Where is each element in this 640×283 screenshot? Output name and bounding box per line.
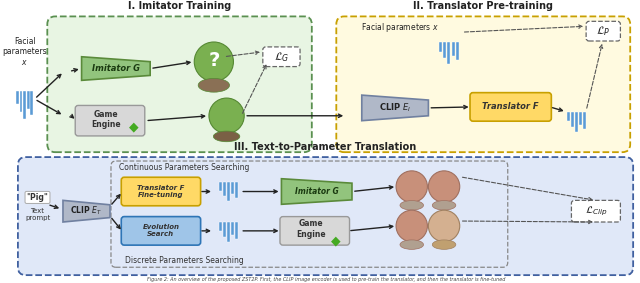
- Text: Figure 2: An overview of the proposed ZST2P. First, the CLIP image encoder is us: Figure 2: An overview of the proposed ZS…: [147, 277, 506, 282]
- Circle shape: [209, 98, 244, 134]
- Text: Game
Engine: Game Engine: [296, 219, 326, 239]
- Bar: [23, 91, 26, 119]
- Text: ◆: ◆: [330, 234, 340, 247]
- Text: $\mathcal{L}_G$: $\mathcal{L}_G$: [274, 50, 289, 64]
- Text: "Pig": "Pig": [27, 193, 49, 202]
- Text: $\mathcal{L}_{Clip}$: $\mathcal{L}_{Clip}$: [584, 205, 607, 218]
- FancyBboxPatch shape: [586, 21, 620, 41]
- Text: Translator F: Translator F: [483, 102, 539, 112]
- Polygon shape: [81, 57, 150, 80]
- Ellipse shape: [400, 201, 424, 210]
- Text: Facial parameters $x$: Facial parameters $x$: [361, 21, 439, 34]
- Ellipse shape: [432, 201, 456, 210]
- Text: Continuous Parameters Searching: Continuous Parameters Searching: [119, 163, 250, 172]
- Text: Imitator G: Imitator G: [92, 64, 140, 73]
- Bar: [31, 91, 33, 115]
- Text: $\mathcal{L}_P$: $\mathcal{L}_P$: [596, 24, 610, 38]
- Ellipse shape: [432, 240, 456, 249]
- Bar: [16, 91, 19, 104]
- Bar: [575, 112, 578, 132]
- Circle shape: [428, 210, 460, 242]
- Text: Facial
parameters
$x$: Facial parameters $x$: [3, 37, 47, 67]
- Bar: [223, 222, 226, 237]
- Circle shape: [428, 171, 460, 202]
- Bar: [579, 112, 582, 125]
- Text: ?: ?: [208, 51, 220, 70]
- Bar: [27, 91, 29, 109]
- FancyBboxPatch shape: [280, 216, 349, 245]
- Bar: [235, 222, 237, 239]
- Text: Discrete Parameters Searching: Discrete Parameters Searching: [125, 256, 244, 265]
- Bar: [456, 42, 459, 60]
- Ellipse shape: [198, 78, 230, 92]
- FancyBboxPatch shape: [121, 177, 200, 206]
- FancyBboxPatch shape: [336, 16, 630, 152]
- FancyBboxPatch shape: [121, 216, 200, 245]
- FancyBboxPatch shape: [572, 200, 620, 222]
- Ellipse shape: [213, 131, 240, 142]
- Bar: [219, 182, 222, 190]
- Polygon shape: [63, 200, 110, 222]
- Circle shape: [396, 171, 428, 202]
- Text: Translator F
Fine-tuning: Translator F Fine-tuning: [137, 185, 184, 198]
- Text: I. Imitator Training: I. Imitator Training: [128, 1, 231, 12]
- Bar: [227, 182, 230, 201]
- Text: Imitator G: Imitator G: [295, 187, 339, 196]
- Circle shape: [396, 210, 428, 242]
- Bar: [447, 42, 451, 64]
- Bar: [571, 112, 574, 127]
- Text: Game
Engine: Game Engine: [92, 110, 121, 129]
- FancyBboxPatch shape: [263, 47, 300, 67]
- Bar: [227, 222, 230, 242]
- Bar: [231, 222, 234, 235]
- Bar: [582, 112, 586, 128]
- Text: Evolution
Search: Evolution Search: [143, 224, 179, 237]
- FancyBboxPatch shape: [47, 16, 312, 152]
- Text: II. Translator Pre-training: II. Translator Pre-training: [413, 1, 553, 12]
- FancyBboxPatch shape: [76, 106, 145, 136]
- Text: CLIP $E_I$: CLIP $E_I$: [379, 102, 412, 114]
- FancyBboxPatch shape: [18, 157, 633, 275]
- Text: CLIP $E_T$: CLIP $E_T$: [70, 205, 102, 217]
- Bar: [223, 182, 226, 196]
- Bar: [235, 182, 237, 198]
- Bar: [452, 42, 455, 56]
- Bar: [567, 112, 570, 121]
- Bar: [20, 91, 22, 112]
- Ellipse shape: [400, 240, 424, 249]
- Bar: [443, 42, 446, 58]
- Polygon shape: [282, 179, 352, 204]
- Circle shape: [195, 42, 234, 81]
- Text: III. Text-to-Parameter Translation: III. Text-to-Parameter Translation: [234, 142, 417, 152]
- Text: Text
prompt: Text prompt: [25, 208, 50, 221]
- Bar: [219, 222, 222, 231]
- Polygon shape: [362, 95, 428, 121]
- Bar: [231, 182, 234, 194]
- Text: ◆: ◆: [129, 120, 138, 133]
- FancyBboxPatch shape: [470, 93, 551, 121]
- Bar: [438, 42, 442, 52]
